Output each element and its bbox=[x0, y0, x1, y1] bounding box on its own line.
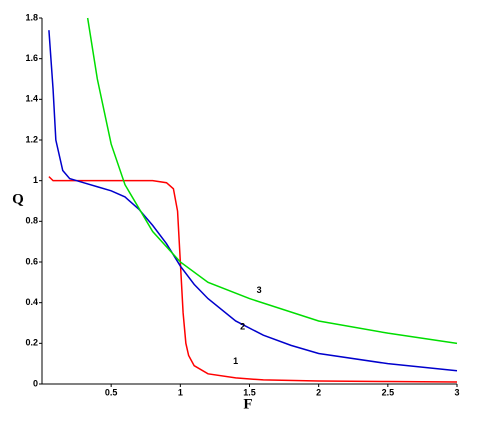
y-tick-label: 0.8 bbox=[25, 216, 38, 226]
y-tick-label: 0.6 bbox=[25, 256, 38, 266]
y-tick-label: 0.4 bbox=[25, 297, 38, 307]
curve-label: 3 bbox=[257, 285, 262, 295]
x-tick-label: 3 bbox=[454, 387, 459, 397]
curve bbox=[48, 176, 458, 383]
y-tick-label: 1 bbox=[33, 175, 38, 185]
curve-label: 2 bbox=[240, 321, 245, 331]
curve bbox=[86, 17, 458, 345]
y-tick-label: 1.8 bbox=[25, 12, 38, 22]
y-tick-label: 0.2 bbox=[25, 338, 38, 348]
x-tick-label: 1.5 bbox=[243, 387, 256, 397]
y-tick-label: 1.2 bbox=[25, 134, 38, 144]
y-axis-label: Q bbox=[12, 191, 24, 207]
x-axis-label: F bbox=[243, 396, 252, 412]
y-tick-label: 1.6 bbox=[25, 53, 38, 63]
curve-label: 1 bbox=[233, 356, 238, 366]
x-tick-label: 1 bbox=[178, 387, 183, 397]
x-tick-label: 2 bbox=[316, 387, 321, 397]
y-tick-label: 0 bbox=[33, 378, 38, 388]
y-tick-label: 1.4 bbox=[25, 94, 38, 104]
x-tick-label: 2.5 bbox=[382, 387, 395, 397]
x-tick-label: 0.5 bbox=[105, 387, 118, 397]
curve bbox=[48, 30, 458, 372]
